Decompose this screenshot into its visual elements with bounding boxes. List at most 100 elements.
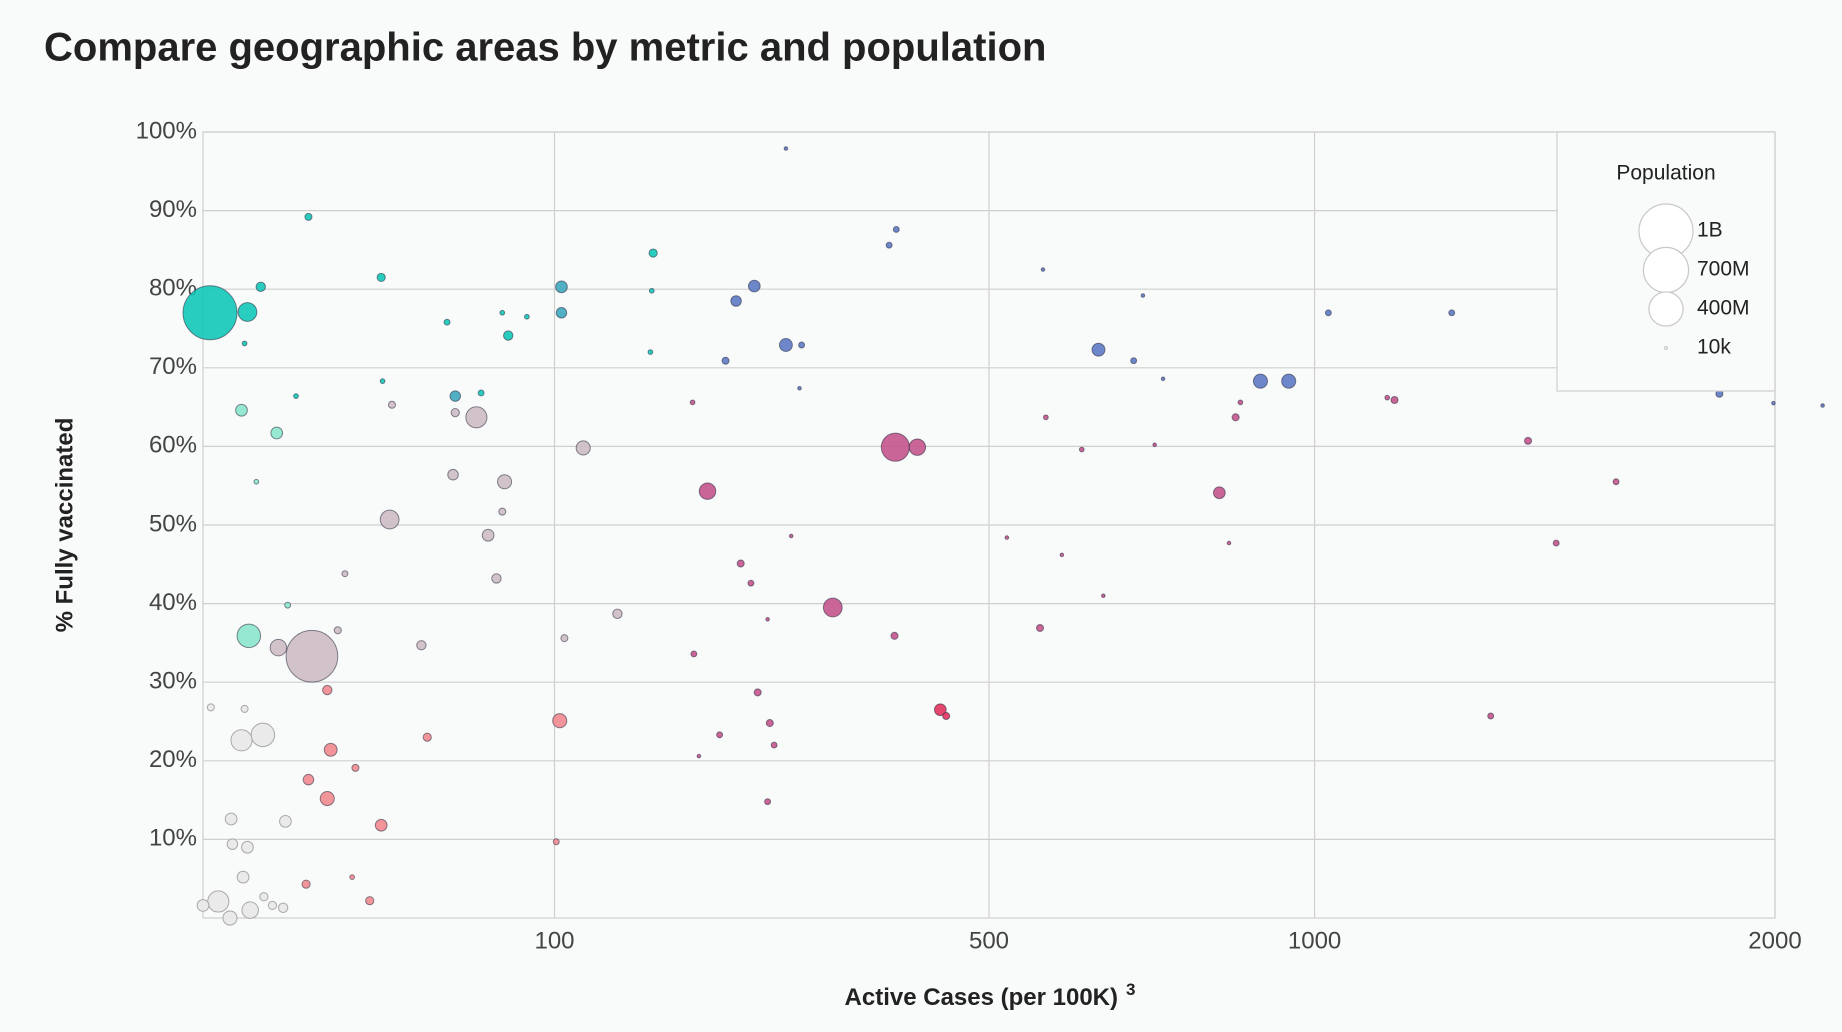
bubble [301, 879, 311, 889]
legend-label: 700M [1697, 258, 1750, 281]
y-axis-label: % Fully vaccinated [51, 418, 78, 633]
y-tick-label: 40% [149, 589, 197, 616]
bubble [224, 812, 238, 826]
bubble [379, 509, 400, 530]
legend-size-circle [1663, 346, 1668, 351]
bubble [1524, 436, 1533, 445]
x-axis-label: Active Cases (per 100K) 3 [845, 980, 1136, 1011]
bubble [206, 703, 215, 712]
legend-title: Population [1616, 162, 1715, 185]
bubble [323, 742, 338, 757]
bubble [240, 704, 249, 713]
bubble [1237, 399, 1244, 406]
bubble [503, 330, 514, 341]
bubble [230, 729, 253, 752]
bubble [1281, 373, 1297, 389]
bubble [351, 763, 360, 772]
bubble [422, 732, 432, 742]
bubble [560, 634, 569, 643]
bubble [1448, 309, 1456, 317]
bubble [222, 910, 238, 926]
bubble [1612, 478, 1620, 486]
bubble [322, 684, 333, 696]
bubble [770, 741, 778, 749]
bubble [304, 212, 313, 221]
x-tick-label: 1000 [1288, 927, 1341, 954]
bubble [302, 773, 315, 786]
legend-label: 10k [1697, 336, 1731, 359]
bubble [890, 631, 899, 640]
bubble [892, 226, 900, 233]
legend-label: 1B [1697, 219, 1723, 242]
legend-size-circle [1642, 246, 1690, 294]
bubble [747, 279, 761, 293]
x-tick-label: 100 [534, 927, 574, 954]
bubble [477, 389, 485, 397]
bubble [1152, 442, 1157, 448]
bubble [1226, 540, 1232, 546]
x-axis-footnote: 3 [1126, 980, 1135, 999]
bubble [379, 378, 386, 385]
bubble [1130, 357, 1138, 365]
bubble [1078, 446, 1085, 453]
bubble [555, 280, 568, 294]
bubble [1101, 593, 1106, 599]
bubble [497, 474, 513, 490]
bubble [450, 408, 460, 418]
bubble [788, 533, 794, 539]
bubble [689, 399, 696, 406]
bubble [277, 902, 289, 913]
bubble [1771, 400, 1776, 406]
bubble [736, 559, 745, 568]
bubble [765, 617, 770, 622]
bubble [333, 626, 342, 635]
legend: Population 1B 700M 400M 10k [1556, 131, 1776, 392]
bubble [449, 390, 462, 402]
bubble [1487, 712, 1495, 720]
bubble [267, 900, 278, 911]
legend-label: 400M [1697, 297, 1750, 320]
bubble [1231, 413, 1240, 422]
bubble [880, 432, 910, 462]
bubble [416, 640, 427, 651]
bubble [1004, 535, 1010, 540]
bubble [365, 896, 375, 906]
bubble [942, 711, 951, 721]
bubble [293, 393, 299, 399]
bubble [279, 814, 292, 828]
bubble [524, 313, 530, 320]
chart-title: Compare geographic areas by metric and p… [44, 26, 1046, 70]
bubble [555, 307, 568, 319]
bubble [647, 349, 654, 355]
bubble [716, 731, 724, 739]
bubble [236, 870, 250, 884]
bubble [1140, 293, 1146, 298]
bubble [269, 638, 288, 657]
bubble [1552, 539, 1560, 547]
bubble [481, 528, 495, 542]
bubble [376, 272, 386, 283]
bubble [612, 608, 623, 619]
bubble [721, 356, 730, 365]
bubble [1035, 623, 1045, 632]
y-tick-label: 100% [136, 117, 197, 144]
bubble [374, 818, 388, 832]
bubble [1160, 376, 1166, 382]
bubble [648, 248, 658, 258]
bubble [207, 890, 230, 913]
bubble [443, 318, 451, 326]
bubble [447, 468, 459, 481]
bubble [255, 281, 266, 293]
bubble [285, 629, 339, 683]
bubble [747, 579, 755, 587]
bubble [552, 838, 560, 846]
bubble [1212, 486, 1226, 500]
bubble [196, 899, 210, 912]
bubble [235, 403, 248, 417]
y-tick-label: 70% [149, 353, 197, 380]
bubble [465, 406, 488, 429]
bubble [236, 623, 262, 649]
bubble [1040, 267, 1046, 272]
y-tick-label: 30% [149, 668, 197, 695]
